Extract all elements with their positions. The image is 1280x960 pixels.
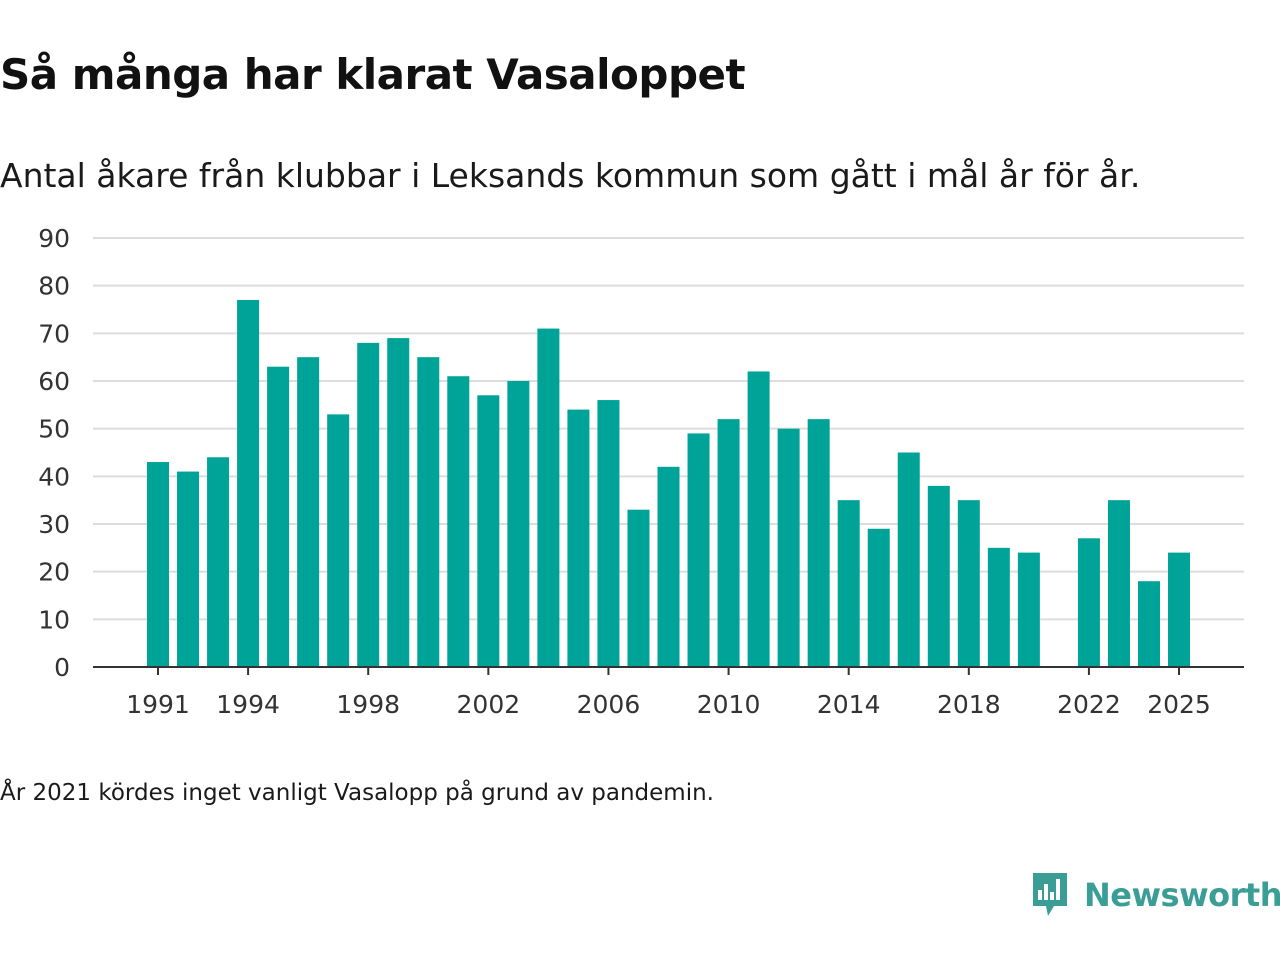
bar-2006 bbox=[597, 400, 620, 667]
y-tick-label-70: 70 bbox=[38, 319, 70, 348]
x-tick-label-1998: 1998 bbox=[336, 690, 400, 719]
y-tick-label-60: 60 bbox=[38, 367, 70, 396]
bar-2020 bbox=[1017, 552, 1040, 667]
bar-2001 bbox=[447, 376, 470, 667]
bar-2010 bbox=[717, 419, 740, 667]
bar-2024 bbox=[1137, 581, 1160, 667]
y-tick-label-30: 30 bbox=[38, 510, 70, 539]
bar-2008 bbox=[657, 466, 680, 667]
y-tick-label-40: 40 bbox=[38, 462, 70, 491]
newsworthy-logo-icon bbox=[1033, 873, 1067, 916]
bar-2022 bbox=[1077, 538, 1100, 667]
bar-1993 bbox=[207, 457, 230, 667]
x-tick-label-2022: 2022 bbox=[1057, 690, 1121, 719]
chart-subtitle: Antal åkare från klubbar i Leksands komm… bbox=[0, 156, 1141, 195]
bar-1997 bbox=[327, 414, 350, 667]
bar-1994 bbox=[237, 299, 260, 667]
y-tick-label-50: 50 bbox=[38, 415, 70, 444]
bar-2015 bbox=[867, 528, 890, 667]
chart-title: Så många har klarat Vasaloppet bbox=[0, 50, 746, 99]
bar-2014 bbox=[837, 500, 860, 667]
bar-2023 bbox=[1107, 500, 1130, 667]
bar-1999 bbox=[387, 338, 410, 667]
x-tick-label-2002: 2002 bbox=[457, 690, 521, 719]
bar-2016 bbox=[897, 452, 920, 667]
y-tick-label-90: 90 bbox=[38, 224, 70, 253]
bar-2002 bbox=[477, 395, 500, 667]
y-axis-ticks: 0 10 20 30 40 50 60 70 80 90 bbox=[38, 224, 70, 682]
x-tick-label-1991: 1991 bbox=[126, 690, 190, 719]
y-tick-label-10: 10 bbox=[38, 605, 70, 634]
bar-2025 bbox=[1168, 552, 1191, 667]
x-tick-label-2014: 2014 bbox=[817, 690, 881, 719]
bar-2007 bbox=[627, 509, 650, 667]
bar-2017 bbox=[927, 485, 950, 667]
bar-2005 bbox=[567, 409, 590, 667]
bar-2013 bbox=[807, 419, 830, 667]
bar-2004 bbox=[537, 328, 560, 667]
bar-1996 bbox=[297, 357, 320, 667]
x-tick-label-2010: 2010 bbox=[697, 690, 761, 719]
x-tick-label-2018: 2018 bbox=[937, 690, 1001, 719]
y-tick-label-20: 20 bbox=[38, 558, 70, 587]
bar-2018 bbox=[957, 500, 980, 667]
bar-1992 bbox=[177, 471, 200, 667]
bar-2003 bbox=[507, 381, 530, 667]
bars bbox=[147, 299, 1191, 667]
bar-chart: 0 10 20 30 40 50 60 70 80 90 1991 1994 1998 2002 2006… bbox=[38, 224, 1244, 719]
bar-2019 bbox=[987, 547, 1010, 667]
x-axis-ticks: 1991 1994 1998 2002 2006 2010 2014 2018 2022 2025 bbox=[126, 667, 1211, 719]
bar-1998 bbox=[357, 342, 380, 667]
y-tick-label-0: 0 bbox=[54, 653, 70, 682]
bar-2009 bbox=[687, 433, 710, 667]
brand-name: Newsworthy bbox=[1084, 876, 1280, 914]
brand-logo[interactable]: Newsworthy bbox=[1030, 870, 1280, 920]
bar-2012 bbox=[777, 428, 800, 667]
x-tick-label-2006: 2006 bbox=[577, 690, 641, 719]
footnote: År 2021 kördes inget vanligt Vasalopp på… bbox=[0, 780, 714, 806]
bar-1995 bbox=[267, 366, 290, 667]
y-tick-label-80: 80 bbox=[38, 272, 70, 301]
x-tick-label-1994: 1994 bbox=[216, 690, 280, 719]
x-tick-label-2025: 2025 bbox=[1147, 690, 1211, 719]
bar-2000 bbox=[417, 357, 440, 667]
bar-2011 bbox=[747, 371, 770, 667]
bar-1991 bbox=[147, 462, 169, 667]
